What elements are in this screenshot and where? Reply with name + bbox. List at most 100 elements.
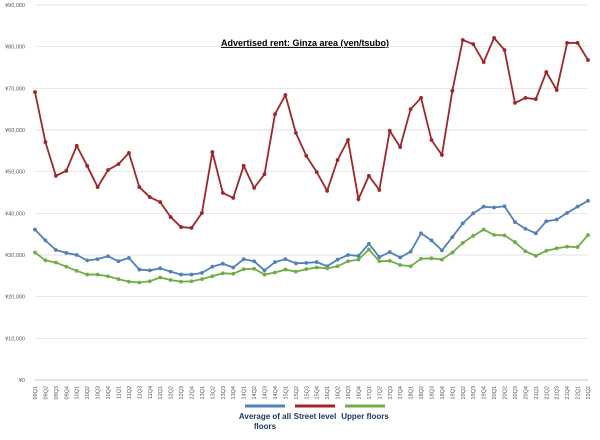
chart-title: Advertised rent: Ginza area (yen/tsubo) xyxy=(221,38,389,48)
point xyxy=(210,274,215,279)
x-tick-label: 21Q1 xyxy=(534,386,540,399)
point xyxy=(377,188,382,192)
point xyxy=(53,260,58,265)
point xyxy=(471,211,476,216)
point xyxy=(231,265,236,270)
point xyxy=(314,265,319,270)
point xyxy=(74,143,79,148)
point xyxy=(283,257,288,262)
point xyxy=(64,251,69,255)
point xyxy=(53,173,58,178)
y-tick-label: ¥30,000 xyxy=(5,253,25,259)
point xyxy=(116,277,121,282)
point xyxy=(168,215,173,219)
point xyxy=(95,185,100,189)
x-tick-label: 10Q2 xyxy=(85,386,91,399)
x-tick-label: 20Q3 xyxy=(513,386,519,399)
x-tick-label: 17Q2 xyxy=(377,386,383,399)
x-tick-label: 10Q3 xyxy=(96,386,102,399)
point xyxy=(74,253,79,257)
x-tick-label: 10Q1 xyxy=(75,386,81,399)
point xyxy=(273,112,277,117)
y-tick-label: ¥50,000 xyxy=(5,170,25,176)
x-tick-label: 22Q1 xyxy=(576,386,582,399)
x-tick-label: 19Q4 xyxy=(482,386,488,399)
point xyxy=(158,275,163,280)
point xyxy=(85,272,90,277)
series-line xyxy=(34,228,589,284)
point xyxy=(74,268,79,273)
x-tick-label: 12Q2 xyxy=(169,386,175,399)
point xyxy=(533,97,538,102)
y-tick-label: ¥90,000 xyxy=(5,3,25,9)
point xyxy=(64,168,69,173)
point xyxy=(116,259,121,264)
point xyxy=(377,259,382,264)
point xyxy=(544,219,549,224)
x-tick-label: 12Q1 xyxy=(158,386,164,399)
point xyxy=(293,269,298,274)
point xyxy=(429,138,434,142)
point xyxy=(189,226,194,230)
point xyxy=(481,227,486,232)
point xyxy=(189,279,194,284)
point xyxy=(158,266,163,271)
x-tick-label: 09Q2 xyxy=(43,386,49,399)
x-tick-label: 15Q2 xyxy=(294,386,300,399)
series-line xyxy=(34,200,589,276)
point xyxy=(586,198,590,203)
point xyxy=(450,250,455,255)
point xyxy=(366,247,371,252)
y-tick-label: ¥20,000 xyxy=(5,295,25,301)
point xyxy=(137,185,142,189)
point xyxy=(241,163,246,168)
x-tick-label: 17Q1 xyxy=(367,386,373,399)
x-tick-label: 17Q3 xyxy=(388,386,394,399)
point xyxy=(513,220,517,224)
y-tick-label: ¥40,000 xyxy=(5,211,25,217)
legend-label: Average of all floors xyxy=(238,412,292,431)
point xyxy=(565,41,570,45)
point xyxy=(137,267,142,272)
x-tick-label: 11Q1 xyxy=(116,386,122,399)
point xyxy=(356,197,361,202)
point xyxy=(314,170,319,174)
point xyxy=(189,272,194,277)
point xyxy=(43,258,48,263)
x-tick-label: 12Q4 xyxy=(190,386,196,399)
point xyxy=(387,128,392,133)
point xyxy=(492,233,496,237)
x-tick-label: 09Q1 xyxy=(33,386,39,399)
x-tick-label: 18Q4 xyxy=(440,386,446,399)
x-tick-label: 12Q3 xyxy=(179,386,185,399)
point xyxy=(200,271,204,275)
point xyxy=(398,255,403,260)
point xyxy=(33,227,37,232)
point xyxy=(513,101,517,105)
point xyxy=(481,204,486,209)
point xyxy=(492,205,496,210)
x-tick-label: 14Q3 xyxy=(263,386,269,399)
point xyxy=(346,259,350,264)
point xyxy=(200,277,204,282)
y-tick-label: ¥60,000 xyxy=(5,128,25,134)
point xyxy=(575,245,580,249)
x-tick-label: 17Q4 xyxy=(398,386,404,399)
point xyxy=(502,204,507,209)
point xyxy=(325,188,330,193)
point xyxy=(460,241,465,245)
point xyxy=(419,231,423,236)
x-tick-label: 20Q2 xyxy=(503,386,509,399)
point xyxy=(116,162,121,167)
point xyxy=(419,256,423,261)
point xyxy=(335,264,340,269)
point xyxy=(346,138,350,142)
x-tick-label: 19Q3 xyxy=(471,386,477,399)
point xyxy=(450,88,455,93)
point xyxy=(565,211,570,215)
x-tick-label: 09Q3 xyxy=(54,386,60,399)
point xyxy=(210,264,215,269)
point xyxy=(440,248,444,253)
